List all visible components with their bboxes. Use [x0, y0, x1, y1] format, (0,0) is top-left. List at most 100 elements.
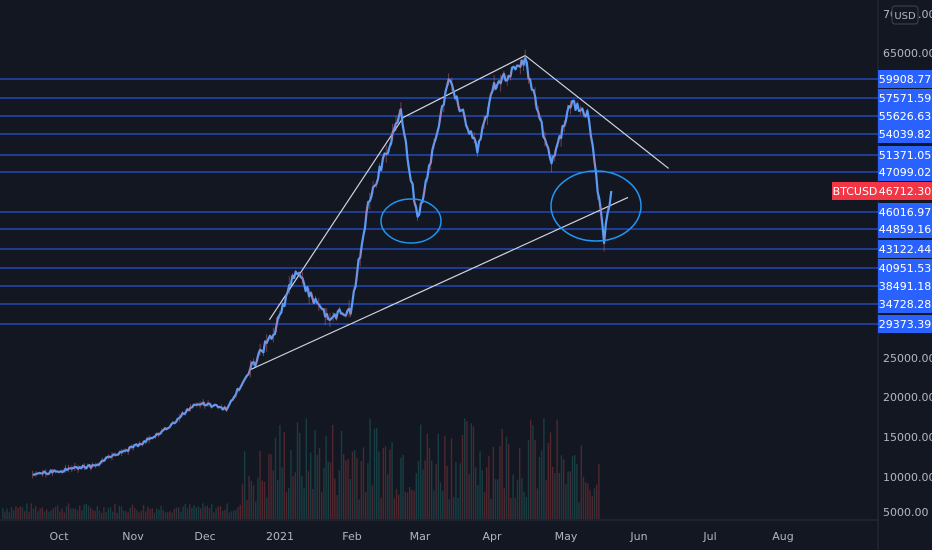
volume-bar [21, 507, 24, 519]
volume-bar [593, 488, 596, 519]
volume-bar [387, 474, 389, 519]
currency-label: USD [894, 11, 916, 22]
volume-bar [481, 470, 483, 519]
volume-bar [395, 489, 398, 519]
volume-bar [314, 430, 316, 519]
volume-bar [349, 479, 351, 519]
price-axis-ticks: 5000.00 10000.00 15000.00 20000.00 25000.00 6… [883, 47, 932, 519]
volume-bar [222, 511, 224, 519]
volume-bar [169, 511, 171, 519]
volume-bar [369, 418, 371, 519]
volume-bar [180, 511, 182, 519]
currency-badge-box [891, 5, 919, 25]
volume-bar [162, 510, 164, 519]
volume-bar [226, 503, 228, 519]
volume-bar [83, 504, 85, 519]
volume-bar [525, 496, 527, 519]
volume-bar [52, 508, 54, 519]
volume-bar [39, 508, 41, 519]
volume-bar [545, 480, 547, 519]
volume-bar [140, 510, 142, 519]
volume-bar [422, 469, 424, 519]
volume-bar [334, 478, 336, 519]
price-axis-tick-label: 15000.00 [883, 431, 932, 444]
volume-bar [224, 509, 226, 519]
horizontal-level-label: 40951.53 [879, 262, 932, 275]
volume-bar [393, 498, 395, 519]
volume-bar [310, 452, 312, 519]
currency-badge[interactable]: USD [891, 5, 919, 25]
horizontal-level-label: 47099.02 [879, 166, 932, 179]
volume-bar [442, 490, 444, 519]
horizontal-level-label-box [878, 277, 932, 295]
volume-bar [8, 512, 10, 519]
volume-bar [105, 512, 107, 519]
volume-bar [136, 510, 138, 519]
volume-bar [569, 471, 571, 519]
price-line [32, 57, 613, 476]
time-axis-tick-label: Nov [122, 530, 144, 543]
volume-bar [494, 479, 497, 519]
volume-bar [582, 476, 585, 519]
volume-bar [189, 504, 191, 519]
volume-bar [219, 506, 222, 519]
volume-bar [358, 499, 360, 519]
horizontal-level-label: 54039.82 [879, 128, 932, 141]
volume-bar [246, 499, 248, 519]
volume-bar [543, 418, 545, 519]
horizontal-level-label-box [878, 163, 932, 181]
volume-bar [455, 462, 457, 519]
volume-bar [292, 476, 294, 519]
volume-bar [332, 424, 334, 519]
time-axis-tick-label: Oct [49, 530, 69, 543]
volume-bar [32, 508, 35, 519]
volume-bar [158, 509, 160, 519]
volume-bar [290, 450, 292, 519]
volume-bar [195, 507, 197, 519]
volume-bar [87, 505, 90, 519]
volume-bar [538, 457, 541, 519]
volume-bar [233, 510, 235, 519]
volume-bar [534, 440, 536, 519]
volume-bar [400, 457, 402, 519]
volume-bar [585, 482, 587, 519]
volume-bar [501, 428, 503, 519]
volume-bar [371, 485, 373, 519]
price-axis-tick-label: 65000.00 [883, 47, 932, 60]
time-axis-tick-label: 2021 [266, 530, 294, 543]
volume-bar [182, 506, 184, 519]
volume-bar [472, 426, 475, 519]
volume-bar [453, 497, 455, 519]
volume-bar [563, 459, 565, 519]
volume-bar [15, 506, 17, 519]
volume-bar [13, 510, 15, 519]
horizontal-level-label: 59908.77 [879, 73, 932, 86]
volume-bar [127, 512, 129, 519]
volume-bar [415, 473, 417, 519]
horizontal-level-label-box [878, 295, 932, 313]
volume-bar [261, 480, 263, 519]
volume-bar [151, 508, 153, 519]
volume-bar [598, 463, 600, 519]
volume-bar [118, 505, 120, 519]
volume-bar [145, 511, 147, 519]
horizontal-level-label: 44859.16 [879, 223, 932, 236]
volume-bar [81, 510, 83, 519]
volume-bar [131, 504, 134, 519]
volume-bar [321, 492, 323, 519]
volume-bar [197, 506, 200, 519]
volume-bar [499, 446, 501, 519]
price-axis-tick-label: 20000.00 [883, 391, 932, 404]
volume-bar [239, 504, 241, 519]
volume-bar [437, 433, 439, 519]
volume-bar [384, 446, 387, 519]
trendline [524, 55, 670, 169]
time-axis-ticks: Oct Nov Dec 2021 Feb Mar Apr May Jun Jul Aug [49, 530, 793, 543]
volume-bar [521, 478, 523, 519]
volume-bar [50, 510, 52, 519]
horizontal-level-label-box [878, 203, 932, 221]
volume-bar [565, 484, 567, 519]
horizontal-level-label: 55626.63 [879, 110, 932, 123]
volume-bar [367, 463, 369, 519]
